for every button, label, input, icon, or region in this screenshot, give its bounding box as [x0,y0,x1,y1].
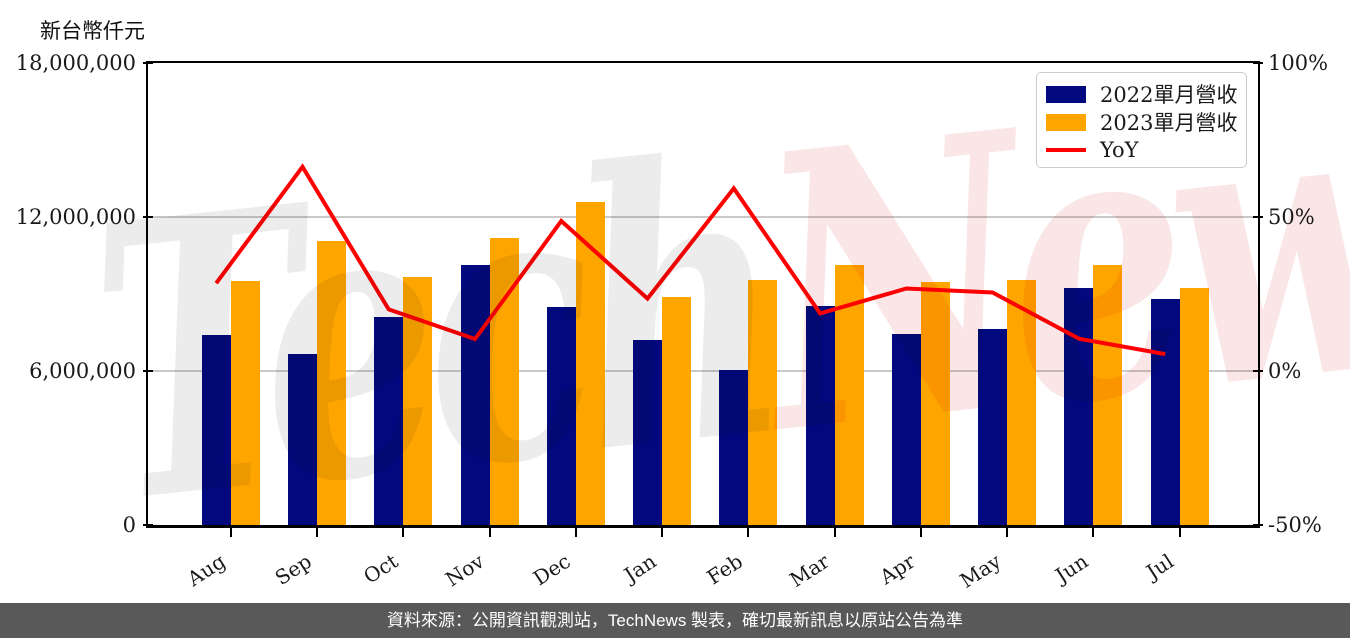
left-axis-tick-0 [143,524,153,526]
right-axis-label-50%: 50% [1268,205,1315,229]
gridline-12000000 [148,216,1258,218]
x-axis-tick-Jan [661,528,664,537]
legend-swatch-2023 [1046,113,1086,131]
bar-2023單月營收-Jul [1179,287,1209,525]
legend-item-yoy: YoY [1046,137,1246,163]
bar-2022單月營收-Nov [460,264,490,525]
right-axis-label-0%: 0% [1268,359,1302,383]
right-axis-label--50%: -50% [1268,513,1322,537]
legend-label-2023: 2023單月營收 [1100,111,1238,135]
bar-2023單月營收-Jun [1093,264,1123,525]
x-axis-label-Jul: Jul [1142,548,1179,584]
x-axis-tick-Sep [315,528,318,537]
legend-item-2022: 2022單月營收 [1046,81,1246,107]
x-axis-tick-Jul [1178,528,1181,537]
bar-2023單月營收-Apr [920,282,950,525]
x-axis-label-Aug: Aug [182,548,230,591]
x-axis-label-Apr: Apr [875,548,920,590]
left-axis-tick-18,000,000 [143,62,153,64]
bar-2022單月營收-May [978,328,1008,525]
bar-2022單月營收-Apr [891,333,921,525]
bar-2023單月營收-Aug [230,281,260,525]
bar-2022單月營收-Jan [633,340,663,525]
bar-2022單月營收-Feb [719,369,749,525]
bar-2022單月營收-Oct [374,317,404,525]
right-axis-tick-100% [1253,62,1263,64]
bar-2023單月營收-Jan [662,296,692,525]
left-axis-label-18,000,000: 18,000,000 [15,51,136,75]
legend-item-2023: 2023單月營收 [1046,109,1246,135]
x-axis-tick-May [1006,528,1009,537]
legend-label-2022: 2022單月營收 [1100,83,1238,107]
x-axis-tick-Feb [747,528,750,537]
yoy-line-layer [214,163,1166,357]
bar-2023單月營收-Feb [748,279,778,525]
legend: 2022單月營收 2023單月營收 YoY [1036,72,1247,168]
left-axis-unit-label: 新台幣仟元 [40,20,145,43]
x-axis-label-Sep: Sep [270,548,316,590]
x-axis-tick-Jun [1092,528,1095,537]
bar-2022單月營收-Aug [201,335,231,525]
right-axis-tick-0% [1253,370,1263,372]
right-axis-tick-50% [1253,216,1263,218]
x-axis-tick-Mar [833,528,836,537]
bar-2023單月營收-Sep [316,241,346,525]
right-axis-label-100%: 100% [1268,51,1329,75]
legend-swatch-2022 [1046,85,1086,103]
x-axis-tick-Oct [402,528,405,537]
legend-label-yoy: YoY [1100,138,1139,162]
bar-2023單月營收-May [1007,279,1037,525]
bar-2022單月營收-Jul [1150,299,1180,525]
bar-2022單月營收-Sep [287,354,317,525]
x-axis-tick-Dec [574,528,577,537]
x-axis-label-Nov: Nov [440,548,489,592]
yoy-line [214,163,1166,357]
left-axis-label-6,000,000: 6,000,000 [29,359,136,383]
x-axis-label-Jan: Jan [619,548,661,587]
x-axis-label-Jun: Jun [1050,548,1092,588]
left-axis-label-0: 0 [122,513,136,537]
bar-2022單月營收-Mar [805,305,835,525]
left-axis-tick-12,000,000 [143,216,153,218]
gridline-6000000 [148,370,1258,372]
bar-2022單月營收-Jun [1064,287,1094,525]
x-axis-label-Dec: Dec [528,548,575,591]
footer-source-bar: 資料來源：公開資訊觀測站，TechNews 製表，確切最新訊息以原站公告為準 [0,603,1350,638]
x-axis-tick-Aug [229,528,232,537]
left-axis-tick-6,000,000 [143,370,153,372]
right-axis-tick--50% [1253,524,1263,526]
left-axis-label-12,000,000: 12,000,000 [15,205,136,229]
x-axis-label-Mar: Mar [784,548,834,592]
x-axis-tick-Nov [488,528,491,537]
legend-swatch-yoy [1046,148,1086,152]
x-axis-label-Feb: Feb [702,548,747,590]
x-axis-label-Oct: Oct [358,548,402,589]
x-axis-label-May: May [955,548,1006,593]
bar-2022單月營收-Dec [546,306,576,525]
x-axis-tick-Apr [919,528,922,537]
